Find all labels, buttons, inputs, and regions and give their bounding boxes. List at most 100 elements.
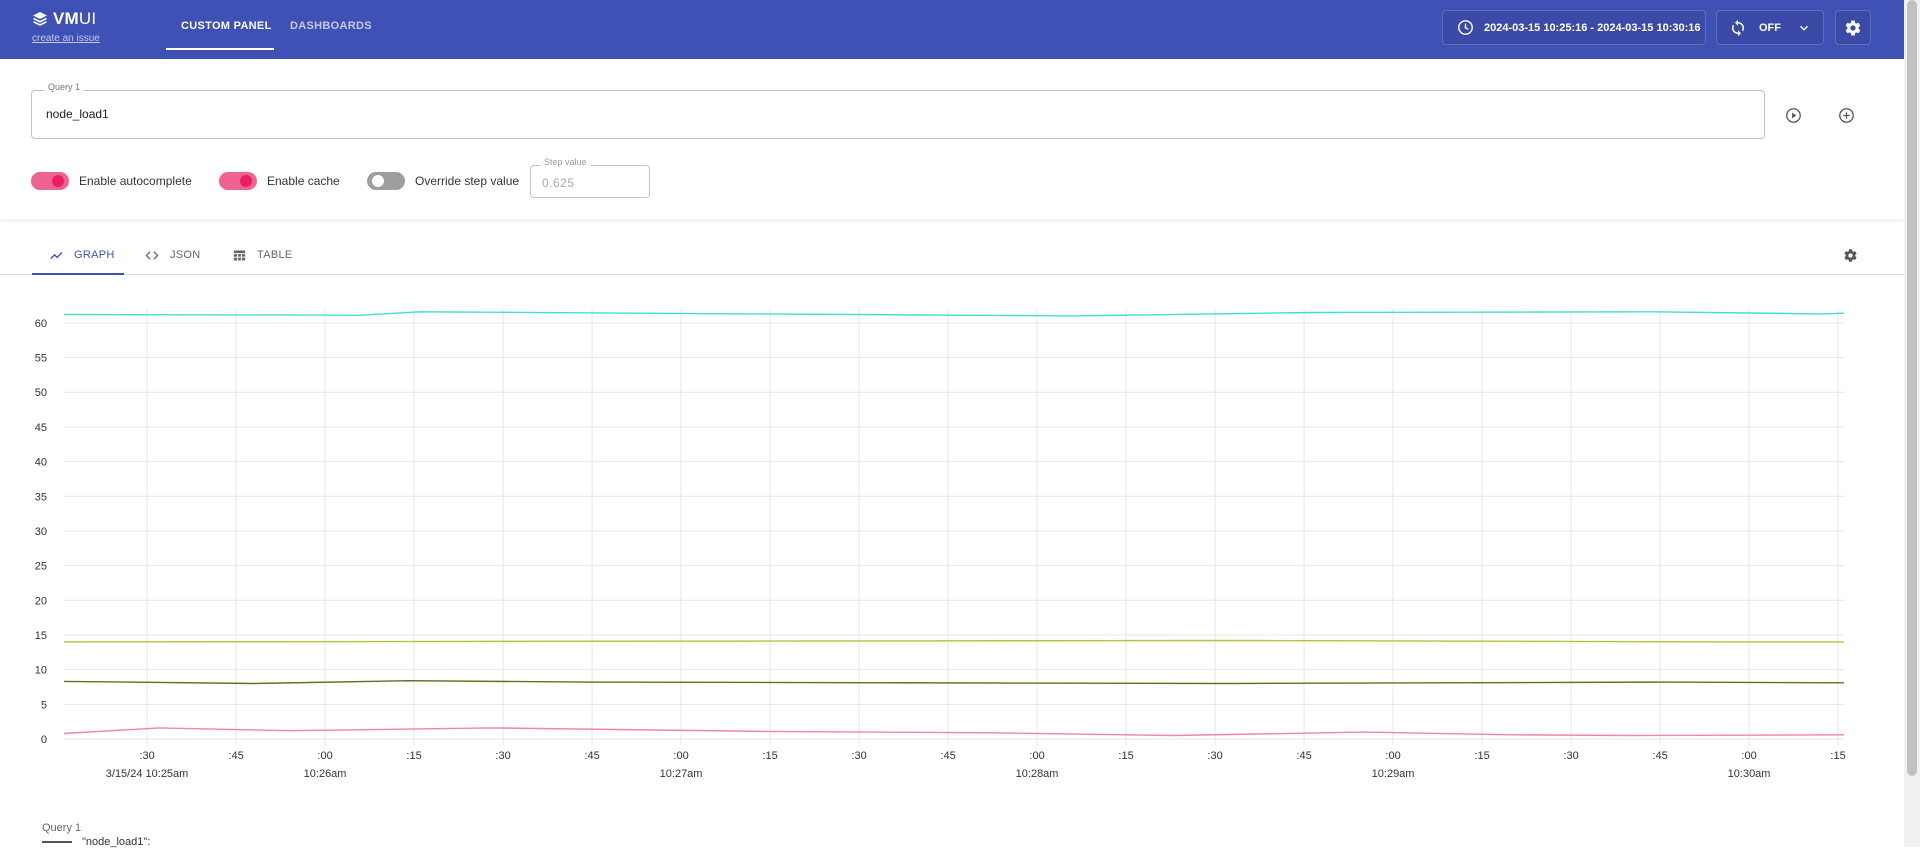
graph-settings-button[interactable] (1836, 241, 1864, 269)
x-tick-sublabel: 3/15/24 10:25am (106, 768, 189, 780)
chevron-down-icon (1799, 25, 1809, 31)
x-tick-label: :45 (584, 750, 599, 762)
cache-toggle[interactable]: Enable cache (219, 172, 340, 190)
play-circle-icon (1785, 107, 1801, 123)
chart-series (63, 311, 1845, 737)
settings-button[interactable] (1835, 10, 1871, 45)
add-circle-icon (1838, 107, 1854, 123)
line-chart[interactable]: 0 5 10 15 20 25 30 35 40 45 50 55 60 :30 3/15/24 10:2… (0, 295, 1904, 795)
y-tick-label: 5 (41, 699, 47, 711)
x-tick-sublabel: 10:30am (1728, 768, 1771, 780)
scrollbar-thumb[interactable] (1907, 0, 1917, 776)
gear-icon (1843, 248, 1857, 262)
chart-grid (64, 309, 1844, 745)
cache-switch[interactable] (219, 172, 257, 190)
legend-swatch (42, 841, 72, 843)
cache-label: Enable cache (267, 174, 340, 188)
x-tick-sublabel: 10:26am (304, 768, 347, 780)
x-tick-label: :00 (317, 750, 332, 762)
x-tick-label: :30 (1563, 750, 1578, 762)
active-tab-indicator (166, 48, 274, 50)
y-tick-label: 10 (35, 665, 47, 677)
y-tick-label: 20 (35, 595, 47, 607)
tab-json[interactable]: JSON (144, 235, 201, 275)
y-tick-label: 25 (35, 561, 47, 573)
y-tick-label: 15 (35, 630, 47, 642)
query-input-field[interactable]: node_load1 (31, 90, 1765, 139)
x-tick-label: :15 (1830, 750, 1845, 762)
y-tick-label: 0 (41, 734, 47, 746)
y-tick-label: 30 (35, 526, 47, 538)
x-tick-label: :45 (1652, 750, 1667, 762)
x-tick-label: :15 (762, 750, 777, 762)
y-tick-label: 55 (35, 353, 47, 365)
legend-title: Query 1 (42, 822, 82, 834)
vmui-logo[interactable]: VMUI (32, 9, 96, 29)
code-icon (145, 250, 159, 260)
x-tick-sublabel: 10:28am (1016, 768, 1059, 780)
x-tick-label: :30 (139, 750, 154, 762)
step-value-field[interactable]: 0.625 (530, 165, 650, 198)
y-tick-label: 35 (35, 491, 47, 503)
series-line-2 (63, 639, 1844, 643)
page-scrollbar[interactable] (1904, 0, 1920, 847)
add-query-button[interactable] (1832, 101, 1860, 129)
tab-table[interactable]: TABLE (232, 235, 293, 275)
execute-query-button[interactable] (1779, 101, 1807, 129)
time-range-button[interactable]: 2024-03-15 10:25:16 - 2024-03-15 10:30:1… (1442, 10, 1706, 45)
query-panel: node_load1 Query 1 Enable autocomplete E… (0, 59, 1904, 219)
x-tick-label: :00 (1029, 750, 1044, 762)
app-header: VMUI create an issue CUSTOM PANEL DASHBO… (0, 0, 1904, 59)
gear-icon (1845, 20, 1861, 35)
x-tick-sublabel: 10:29am (1372, 768, 1415, 780)
graph-chart[interactable]: 0 5 10 15 20 25 30 35 40 45 50 55 60 :30 3/15/24 10:2… (0, 295, 1904, 795)
layers-icon (33, 12, 47, 26)
x-tick-label: :15 (1474, 750, 1489, 762)
autocomplete-toggle[interactable]: Enable autocomplete (31, 172, 192, 190)
step-value-label: Step value (540, 157, 591, 167)
time-range-text: 2024-03-15 10:25:16 - 2024-03-15 10:30:1… (1484, 21, 1701, 34)
refresh-icon (1732, 19, 1744, 36)
autocomplete-switch[interactable] (31, 172, 69, 190)
x-tick-label: :15 (1118, 750, 1133, 762)
create-issue-link[interactable]: create an issue (32, 33, 100, 44)
override-step-switch[interactable] (367, 172, 405, 190)
x-axis: :30 3/15/24 10:25am :45 :00 10:26am :15 :30 :45… (106, 750, 1846, 780)
y-axis: 0 5 10 15 20 25 30 35 40 45 50 55 60 (35, 318, 47, 746)
x-tick-label: :30 (495, 750, 510, 762)
tab-graph[interactable]: GRAPH (49, 235, 115, 275)
override-step-label: Override step value (415, 174, 520, 188)
x-tick-label: :45 (1296, 750, 1311, 762)
x-tick-label: :30 (1207, 750, 1222, 762)
table-icon (233, 250, 246, 260)
y-tick-label: 40 (35, 457, 47, 469)
x-tick-label: :30 (851, 750, 866, 762)
x-tick-label: :00 (1385, 750, 1400, 762)
override-step-toggle[interactable]: Override step value (367, 172, 519, 190)
line-chart-icon (50, 251, 63, 259)
x-tick-label: :00 (1741, 750, 1756, 762)
step-value-input[interactable]: 0.625 (542, 176, 575, 190)
x-tick-label: :15 (406, 750, 421, 762)
x-tick-label: :00 (673, 750, 688, 762)
tab-dashboards[interactable]: DASHBOARDS (290, 19, 372, 32)
auto-refresh-button[interactable]: OFF (1716, 10, 1824, 45)
active-result-tab-indicator (32, 273, 124, 275)
autocomplete-label: Enable autocomplete (79, 174, 192, 188)
logo-text: VMUI (53, 9, 97, 28)
legend-item[interactable]: "node_load1": (42, 836, 150, 848)
y-tick-label: 45 (35, 422, 47, 434)
refresh-state: OFF (1759, 21, 1781, 34)
query-input[interactable]: node_load1 (46, 107, 109, 121)
x-tick-sublabel: 10:27am (660, 768, 703, 780)
x-tick-label: :45 (228, 750, 243, 762)
result-tabs: GRAPH JSON TABLE (0, 235, 1904, 275)
legend-label: "node_load1": (82, 836, 151, 848)
x-tick-label: :45 (940, 750, 955, 762)
series-line-4 (63, 727, 1845, 737)
series-line-1 (63, 311, 1845, 317)
y-tick-label: 60 (35, 318, 47, 330)
series-line-3 (63, 679, 1845, 685)
clock-icon (1458, 20, 1473, 35)
tab-custom-panel[interactable]: CUSTOM PANEL (181, 19, 272, 32)
